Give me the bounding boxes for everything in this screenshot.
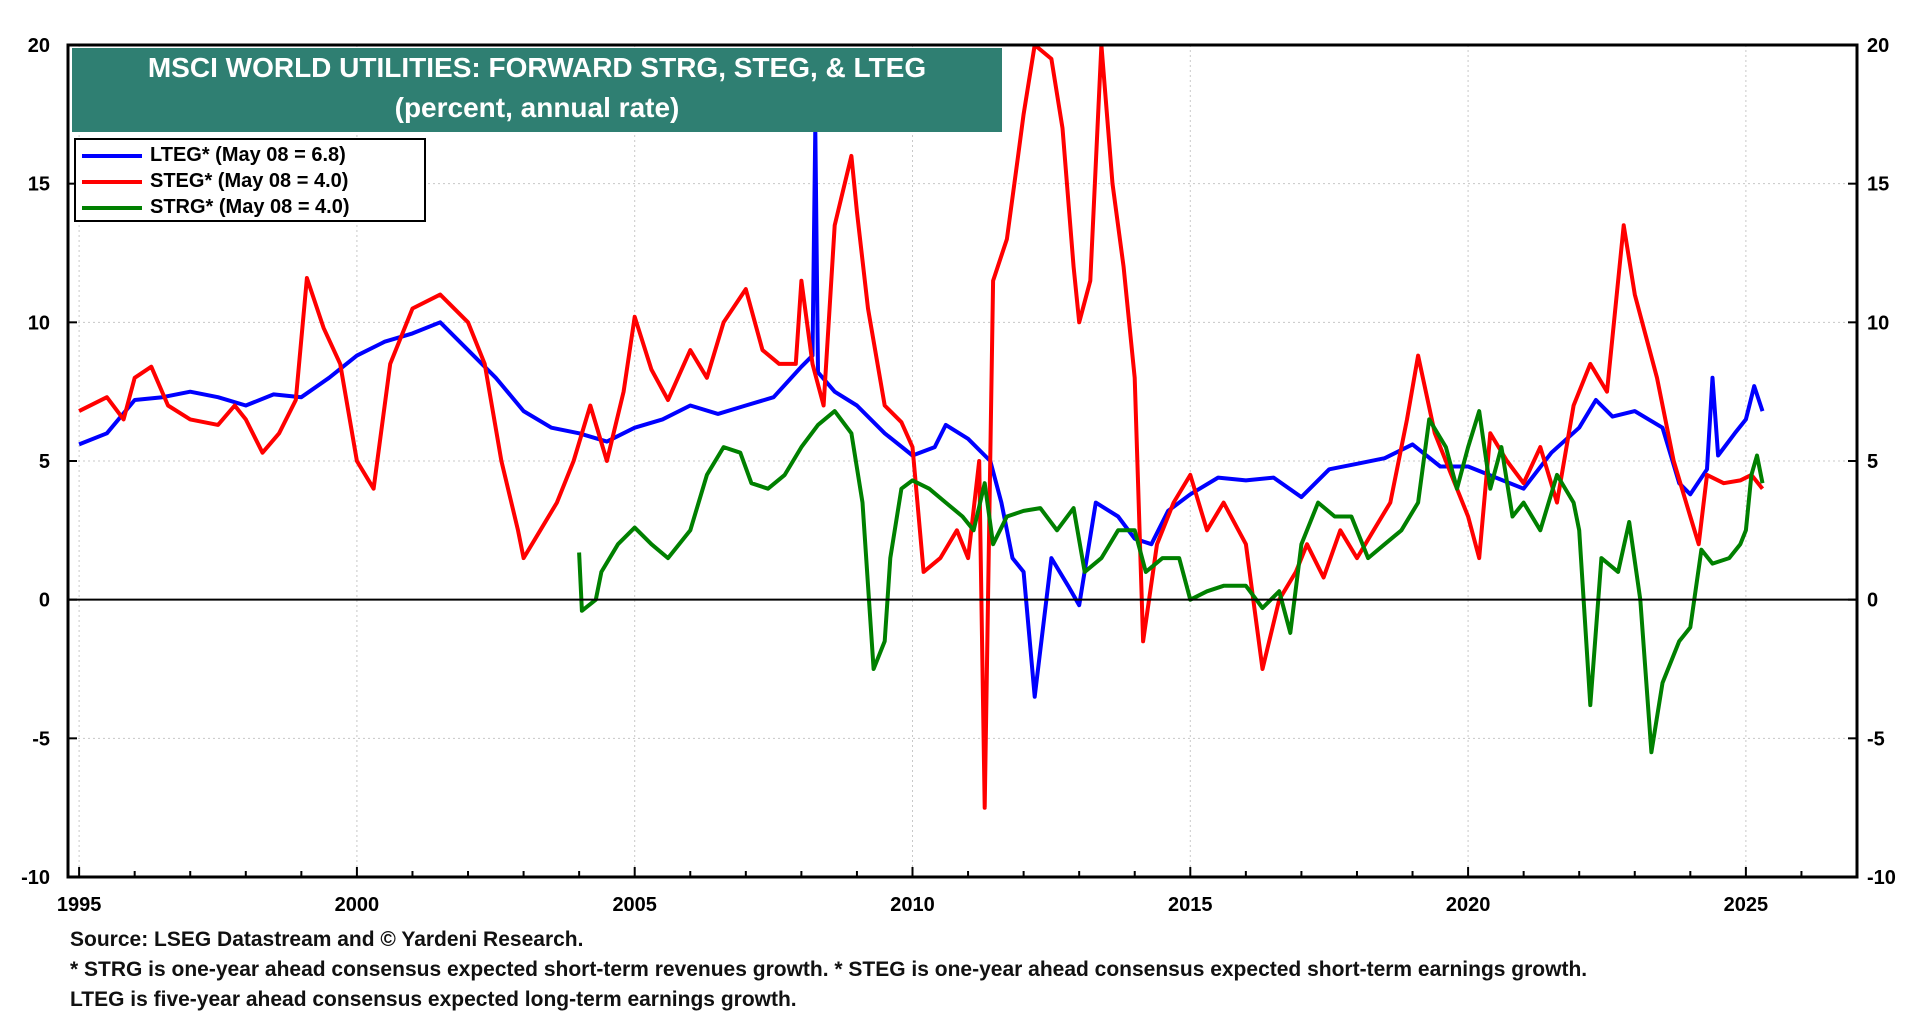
x-tick-label: 2025 <box>1724 894 1769 916</box>
chart-title: MSCI WORLD UTILITIES: FORWARD STRG, STEG… <box>147 52 927 83</box>
legend-item-steg: STEG* (May 08 = 4.0) <box>82 168 348 194</box>
legend-label-lteg: LTEG* (May 08 = 6.8) <box>150 144 346 166</box>
y-tick-label-right: 10 <box>1867 312 1889 334</box>
series-line-lteg <box>78 126 1765 699</box>
legend: LTEG* (May 08 = 6.8) STEG* (May 08 = 4.0… <box>74 138 426 222</box>
footnote-lteg: LTEG is five-year ahead consensus expect… <box>70 988 797 1011</box>
legend-swatch-steg <box>82 179 142 184</box>
x-tick-label: 2010 <box>890 894 935 916</box>
footnote-definitions: * STRG is one-year ahead consensus expec… <box>70 958 1588 981</box>
x-tick-label: 1995 <box>57 894 102 916</box>
legend-item-strg: STRG* (May 08 = 4.0) <box>82 194 350 220</box>
y-tick-label-left: 10 <box>28 312 50 334</box>
y-tick-label-right: 5 <box>1867 451 1878 473</box>
y-tick-label-left: -10 <box>21 867 50 889</box>
y-tick-label-left: 20 <box>28 35 50 57</box>
y-tick-label-left: -5 <box>32 728 50 750</box>
y-tick-label-left: 0 <box>39 590 50 612</box>
legend-label-steg: STEG* (May 08 = 4.0) <box>150 170 349 192</box>
series-lines <box>78 45 1765 810</box>
footnote-source: Source: LSEG Datastream and © Yardeni Re… <box>70 928 584 951</box>
y-tick-label-left: 5 <box>39 451 50 473</box>
y-tick-label-right: 15 <box>1867 174 1889 196</box>
y-tick-label-right: -5 <box>1867 728 1885 750</box>
y-tick-label-left: 15 <box>28 174 50 196</box>
series-line-steg <box>78 45 1765 810</box>
legend-item-lteg: LTEG* (May 08 = 6.8) <box>82 142 346 168</box>
series-line-strg <box>577 409 1765 755</box>
x-tick-label: 2000 <box>335 894 380 916</box>
legend-swatch-lteg <box>82 153 142 158</box>
y-tick-label-right: -10 <box>1867 867 1896 889</box>
x-tick-label: 2020 <box>1446 894 1491 916</box>
chart-title-box: MSCI WORLD UTILITIES: FORWARD STRG, STEG… <box>72 48 1002 132</box>
chart-subtitle: (percent, annual rate) <box>394 92 680 123</box>
legend-swatch-strg <box>82 205 142 210</box>
x-tick-label: 2015 <box>1168 894 1213 916</box>
y-tick-label-right: 20 <box>1867 35 1889 57</box>
legend-label-strg: STRG* (May 08 = 4.0) <box>150 196 350 218</box>
x-tick-label: 2005 <box>612 894 657 916</box>
y-tick-label-right: 0 <box>1867 590 1878 612</box>
